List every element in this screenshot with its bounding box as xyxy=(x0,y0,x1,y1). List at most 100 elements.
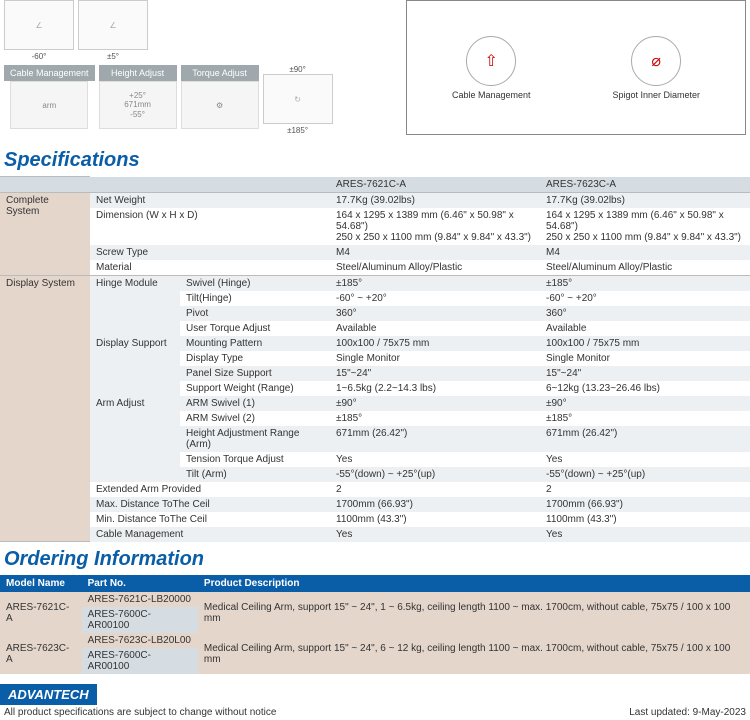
table-cell: ARM Swivel (2) xyxy=(180,411,330,426)
footer-disclaimer: All product specifications are subject t… xyxy=(4,707,276,718)
part-cell: ARES-7621C-LB20000 xyxy=(82,592,198,607)
callout-icon: ⌀ xyxy=(631,36,681,86)
table-cell: Tilt(Hinge) xyxy=(180,291,330,306)
table-cell: 1100mm (43.3") xyxy=(330,512,540,527)
table-cell: M4 xyxy=(540,245,750,260)
table-cell: 100x100 / 75x75 mm xyxy=(330,336,540,351)
table-cell: 2 xyxy=(540,482,750,497)
table-header: Model Name xyxy=(0,575,82,592)
specifications-heading: Specifications xyxy=(0,143,750,176)
table-cell: -60° ~ +20° xyxy=(330,291,540,306)
table-cell: Available xyxy=(540,321,750,336)
table-cell: Arm Adjust xyxy=(90,396,180,482)
table-cell: Max. Distance ToThe Ceil xyxy=(90,497,330,512)
callout-icon: ⇧ xyxy=(466,36,516,86)
table-cell: -55°(down) ~ +25°(up) xyxy=(330,467,540,482)
table-cell: Net Weight xyxy=(90,192,330,208)
table-cell: 671mm (26.42") xyxy=(330,426,540,452)
table-cell: ±185° xyxy=(540,275,750,291)
table-cell: User Torque Adjust xyxy=(180,321,330,336)
table-cell: ARES-7621C-A xyxy=(330,177,540,193)
table-cell: Cable Management xyxy=(90,527,330,542)
table-cell: Mounting Pattern xyxy=(180,336,330,351)
table-cell: 15"~24" xyxy=(540,366,750,381)
table-cell: Min. Distance ToThe Ceil xyxy=(90,512,330,527)
table-cell: M4 xyxy=(330,245,540,260)
table-cell xyxy=(0,177,90,193)
table-cell: -55°(down) ~ +25°(up) xyxy=(540,467,750,482)
table-cell: Yes xyxy=(330,452,540,467)
table-cell: Swivel (Hinge) xyxy=(180,275,330,291)
callout-spigot: ⌀ Spigot Inner Diameter xyxy=(612,36,700,100)
table-cell: 17.7Kg (39.02lbs) xyxy=(330,192,540,208)
part-cell: ARES-7623C-LB20L00 xyxy=(82,633,198,648)
angle-left-label: -60° xyxy=(32,52,47,61)
table-cell: Yes xyxy=(540,452,750,467)
ordering-heading: Ordering Information xyxy=(0,542,750,575)
table-cell: Hinge Module xyxy=(90,275,180,336)
table-cell: Dimension (W x H x D) xyxy=(90,208,330,245)
part-cell: ARES-7600C-AR00100 xyxy=(82,607,198,633)
table-cell: 164 x 1295 x 1389 mm (6.46" x 50.98" x 5… xyxy=(540,208,750,245)
table-cell: Single Monitor xyxy=(540,351,750,366)
specifications-table: ARES-7621C-AARES-7623C-A Complete SystemN… xyxy=(0,176,750,542)
table-cell: ±185° xyxy=(330,275,540,291)
callout-cable-mgmt: ⇧ Cable Management xyxy=(452,36,531,100)
table-cell: Complete System xyxy=(0,192,90,275)
feature-height-adjust: Height Adjust +25° 671mm -55° xyxy=(99,65,177,135)
table-cell: 15"~24" xyxy=(330,366,540,381)
height-angle-bot: -55° xyxy=(130,110,145,119)
top-right-callouts: ⇧ Cable Management ⌀ Spigot Inner Diamet… xyxy=(406,0,746,135)
footer: ADVANTECH All product specifications are… xyxy=(0,684,750,720)
feature-label: Height Adjust xyxy=(99,65,177,81)
ordering-table: Model NamePart No.Product Description AR… xyxy=(0,575,750,674)
swivel-feature: ±90° ↻ ±185° xyxy=(263,65,333,135)
table-cell: ±90° xyxy=(540,396,750,411)
table-cell: 1100mm (43.3") xyxy=(540,512,750,527)
desc-cell: Medical Ceiling Arm, support 15" ~ 24", … xyxy=(198,592,750,633)
table-cell xyxy=(180,177,330,193)
table-cell: Yes xyxy=(330,527,540,542)
table-cell: 100x100 / 75x75 mm xyxy=(540,336,750,351)
callout-label: Cable Management xyxy=(452,90,531,100)
feature-label: Cable Management xyxy=(4,65,95,81)
table-cell: Display Type xyxy=(180,351,330,366)
table-cell: Tension Torque Adjust xyxy=(180,452,330,467)
table-cell: Pivot xyxy=(180,306,330,321)
top-left-features: ∠ -60° ∠ ±5° Cable Management arm Height… xyxy=(4,0,398,135)
table-header: Part No. xyxy=(82,575,198,592)
top-feature-area: ∠ -60° ∠ ±5° Cable Management arm Height… xyxy=(0,0,750,143)
feature-label: Torque Adjust xyxy=(181,65,259,81)
model-cell: ARES-7621C-A xyxy=(0,592,82,633)
table-cell: 1700mm (66.93") xyxy=(330,497,540,512)
table-cell: -60° ~ +20° xyxy=(540,291,750,306)
table-cell: Available xyxy=(330,321,540,336)
table-cell: ARM Swivel (1) xyxy=(180,396,330,411)
table-cell: 164 x 1295 x 1389 mm (6.46" x 50.98" x 5… xyxy=(330,208,540,245)
table-cell: Material xyxy=(90,260,330,276)
table-cell: Panel Size Support xyxy=(180,366,330,381)
table-cell: ARES-7623C-A xyxy=(540,177,750,193)
height-value: 671mm xyxy=(124,100,151,109)
feature-torque-adjust: Torque Adjust ⚙ xyxy=(181,65,259,135)
part-cell: ARES-7600C-AR00100 xyxy=(82,648,198,674)
table-cell: Steel/Aluminum Alloy/Plastic xyxy=(540,260,750,276)
table-header: Product Description xyxy=(198,575,750,592)
table-cell: 1~6.5kg (2.2~14.3 lbs) xyxy=(330,381,540,396)
brand-logo: ADVANTECH xyxy=(0,684,97,705)
table-cell: Tilt (Arm) xyxy=(180,467,330,482)
table-cell: Display Support xyxy=(90,336,180,396)
callout-label: Spigot Inner Diameter xyxy=(612,90,700,100)
angle-right-label: ±5° xyxy=(107,52,119,61)
desc-cell: Medical Ceiling Arm, support 15" ~ 24", … xyxy=(198,633,750,674)
table-cell: 671mm (26.42") xyxy=(540,426,750,452)
swivel-top-label: ±90° xyxy=(289,65,306,74)
table-cell: 2 xyxy=(330,482,540,497)
table-cell xyxy=(90,177,180,193)
table-cell: Steel/Aluminum Alloy/Plastic xyxy=(330,260,540,276)
table-cell: Yes xyxy=(540,527,750,542)
table-cell: Screw Type xyxy=(90,245,330,260)
model-cell: ARES-7623C-A xyxy=(0,633,82,674)
swivel-bot-label: ±185° xyxy=(287,126,308,135)
feature-cable-mgmt: Cable Management arm xyxy=(4,65,95,135)
